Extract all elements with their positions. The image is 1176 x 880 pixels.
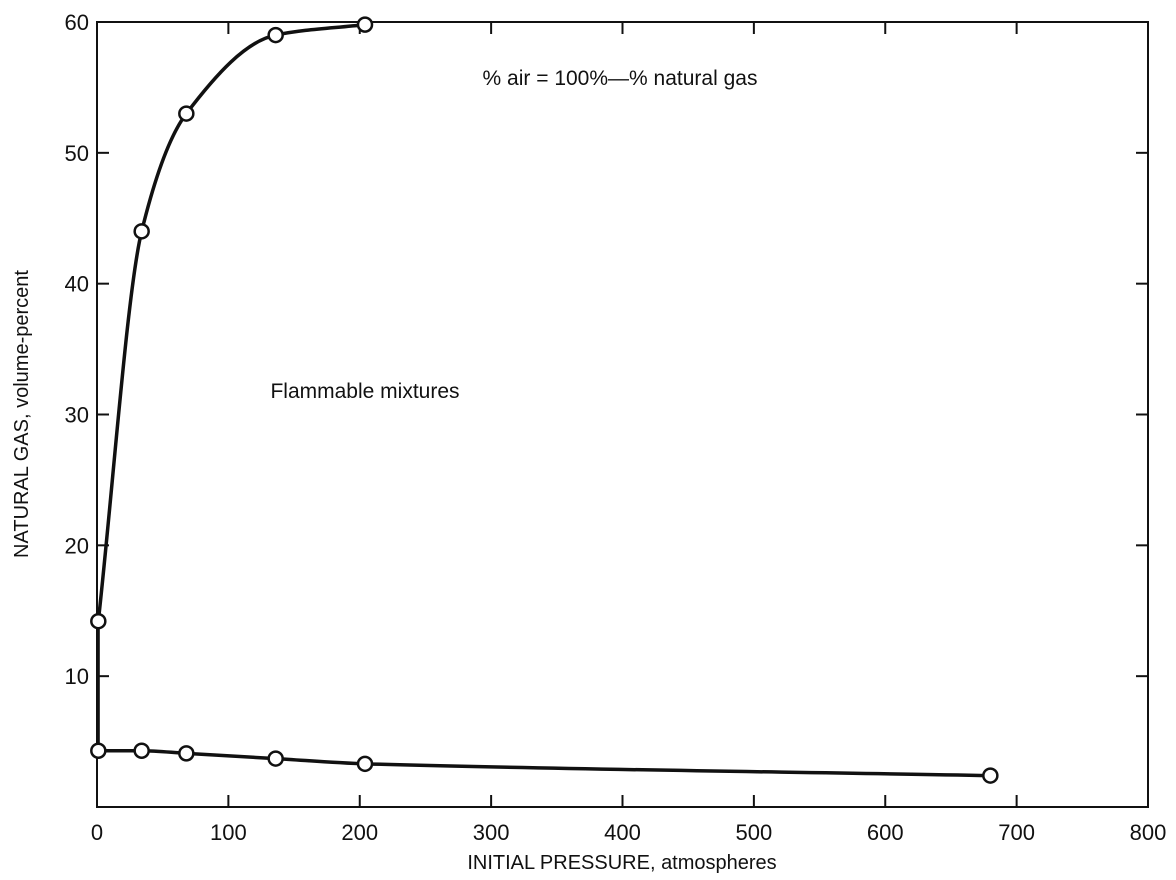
y-axis-label: NATURAL GAS, volume-percent (11, 270, 33, 558)
y-tick-label: 50 (65, 141, 89, 166)
y-tick-label: 20 (65, 533, 89, 558)
data-point (982, 767, 999, 784)
x-tick-label: 500 (736, 820, 773, 845)
annotation-air-formula: % air = 100%—% natural gas (483, 67, 758, 90)
annotation-flammable-region: Flammable mixtures (270, 380, 459, 403)
data-point (356, 16, 374, 33)
data-point (267, 750, 284, 767)
y-tick-label: 60 (65, 10, 89, 35)
x-tick-label: 700 (998, 820, 1035, 845)
data-point (133, 742, 150, 759)
data-point (356, 755, 374, 773)
data-point (90, 742, 107, 759)
data-point (267, 26, 284, 44)
x-tick-label: 600 (867, 820, 904, 845)
x-axis-label: INITIAL PRESSURE, atmospheres (467, 852, 776, 874)
x-tick-label: 300 (473, 820, 510, 845)
tick-labels: 0 100 200 300 400 500 600 700 800 10 20 30 40 50 60 (65, 10, 1167, 845)
data-point (133, 223, 150, 240)
series-lower-limit-line (96, 748, 993, 778)
x-tick-label: 400 (604, 820, 641, 845)
plot-frame (96, 21, 1149, 808)
x-tick-label: 800 (1130, 820, 1167, 845)
series-lines (96, 22, 993, 778)
data-point (178, 745, 195, 762)
x-tick-label: 0 (91, 820, 103, 845)
x-tick-label: 200 (341, 820, 378, 845)
x-tick-label: 100 (210, 820, 247, 845)
y-tick-label: 30 (65, 403, 89, 428)
series-upper-limit-line (96, 22, 367, 623)
data-point (90, 612, 107, 630)
series-points (90, 16, 999, 784)
axis-ticks (97, 21, 1148, 807)
y-tick-label: 40 (65, 272, 89, 297)
y-tick-label: 10 (65, 664, 89, 689)
data-point (178, 105, 195, 122)
